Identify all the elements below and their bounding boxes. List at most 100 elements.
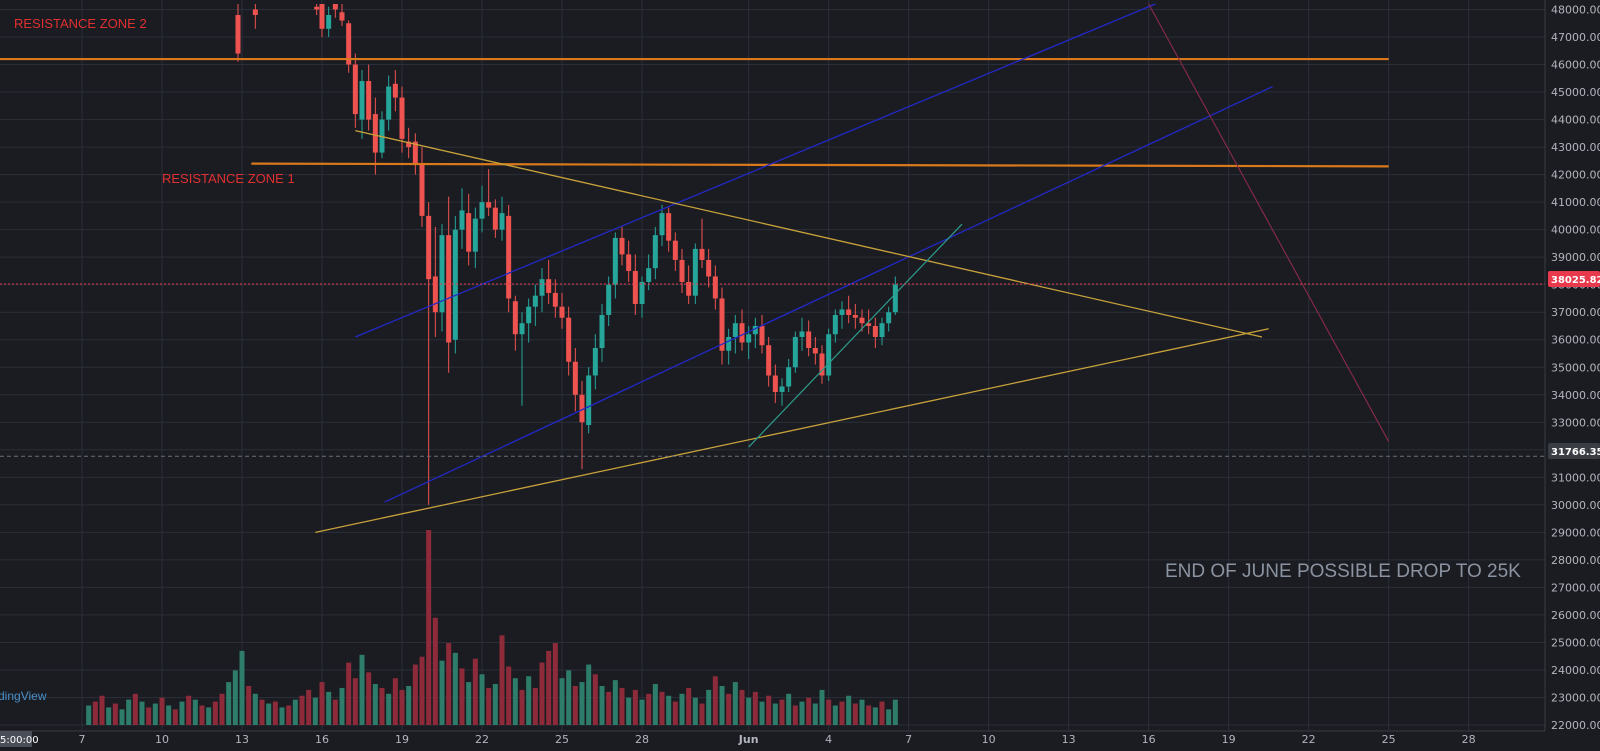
candle[interactable] [832,309,838,343]
candle[interactable] [626,240,632,282]
candle[interactable] [659,204,665,247]
candle[interactable] [512,295,518,351]
candle[interactable] [439,224,445,332]
candle-body [639,281,645,304]
candle[interactable] [799,317,805,351]
candle[interactable] [506,204,512,313]
candle[interactable] [712,265,718,310]
candle[interactable] [492,199,498,238]
candle[interactable] [426,202,432,505]
candle[interactable] [579,381,585,470]
candle[interactable] [346,20,352,73]
candle[interactable] [699,218,705,269]
candle[interactable] [852,303,858,329]
candle[interactable] [652,226,658,280]
green-trend-line[interactable] [748,223,963,448]
candle[interactable] [846,295,852,324]
candle[interactable] [252,4,258,29]
candle[interactable] [779,378,785,406]
resistance-zone-1-line[interactable] [251,162,1389,168]
candle[interactable] [592,334,598,390]
channel-upper-line[interactable] [355,3,1156,338]
candle[interactable] [372,97,378,175]
candle[interactable] [692,243,698,304]
candle[interactable] [412,133,418,175]
candle[interactable] [752,317,758,348]
candle[interactable] [806,320,812,357]
candle[interactable] [326,6,332,38]
candle[interactable] [886,306,892,332]
candle[interactable] [332,4,338,18]
candle[interactable] [679,248,685,293]
candle[interactable] [772,364,778,404]
candle[interactable] [359,70,365,139]
candle[interactable] [759,314,765,354]
candle[interactable] [546,259,552,304]
candlesticks[interactable] [235,4,898,505]
candle[interactable] [566,306,572,376]
candle[interactable] [479,185,485,233]
candle[interactable] [606,276,612,326]
candle[interactable] [452,215,458,354]
price-tick-label: 36000.00 [1551,334,1600,347]
candle[interactable] [366,64,372,131]
time-axis[interactable]: 7 10 13 16 19 22 25 28 Jun 4 7 10 13 16 19 22 25 28 [0,730,1545,751]
candle[interactable] [526,298,532,343]
candle[interactable] [812,336,818,365]
candle[interactable] [726,328,732,365]
candle[interactable] [314,4,320,16]
candle[interactable] [432,226,438,337]
candle[interactable] [466,193,472,266]
candle[interactable] [619,226,625,266]
candle[interactable] [786,358,792,393]
candle[interactable] [386,75,392,131]
candle[interactable] [879,317,885,346]
candle[interactable] [572,347,578,412]
candle[interactable] [499,196,505,241]
far-trend-line[interactable] [1148,3,1390,442]
candle[interactable] [872,317,878,348]
candle[interactable] [599,303,605,362]
candle[interactable] [719,287,725,365]
volume-bar [686,687,692,725]
candle[interactable] [586,367,592,434]
candle[interactable] [639,276,645,318]
candle[interactable] [472,207,478,269]
candle[interactable] [839,301,845,329]
candle[interactable] [739,309,745,351]
triangle-upper-line[interactable] [355,129,1263,338]
candle[interactable] [706,248,712,288]
candle[interactable] [686,265,692,304]
candle[interactable] [559,292,565,329]
candle[interactable] [666,207,672,252]
candle[interactable] [235,4,241,62]
candle[interactable] [672,232,678,271]
candle[interactable] [612,232,618,299]
candle[interactable] [732,314,738,354]
candle[interactable] [339,4,345,27]
channel-lower-line[interactable] [384,85,1273,503]
candle[interactable] [632,254,638,315]
candle[interactable] [552,279,558,318]
candle[interactable] [319,4,325,38]
candle[interactable] [352,53,358,128]
drawings[interactable] [0,3,1390,534]
candle[interactable] [459,188,465,249]
candle[interactable] [486,169,492,216]
candle[interactable] [539,268,545,313]
volume-bar [719,686,725,725]
candle[interactable] [419,147,425,227]
candle[interactable] [519,312,525,406]
candle[interactable] [819,345,825,384]
candle[interactable] [446,196,452,373]
candle[interactable] [392,70,398,112]
candle[interactable] [766,336,772,387]
candle[interactable] [892,276,898,315]
candle[interactable] [792,331,798,373]
candle[interactable] [532,284,538,326]
price-axis[interactable]: 48000.00 47000.00 46000.00 45000.00 44000.00… [1544,0,1600,751]
candle[interactable] [826,328,832,382]
triangle-lower-line[interactable] [315,328,1269,534]
